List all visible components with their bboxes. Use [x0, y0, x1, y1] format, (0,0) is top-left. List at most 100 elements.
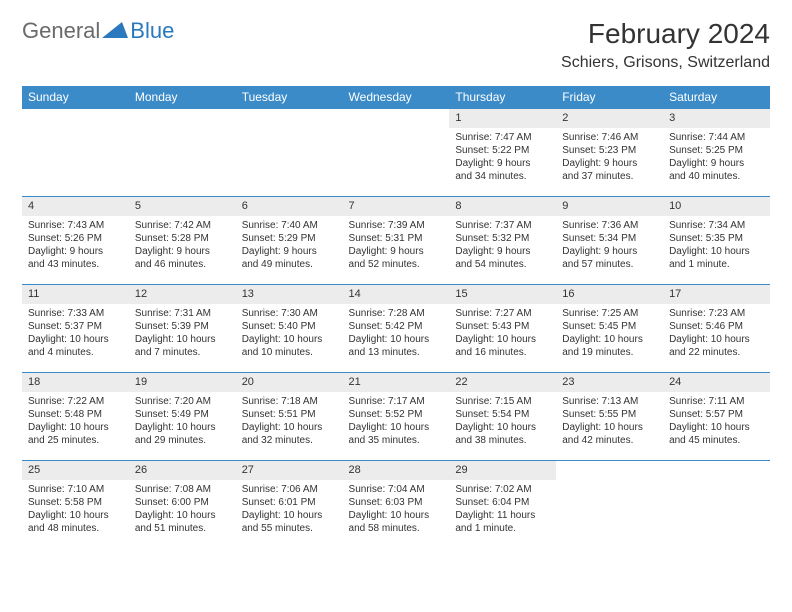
daylight-line-1: Daylight: 10 hours — [28, 421, 123, 434]
day-header: Sunday — [22, 86, 129, 109]
sunrise-line: Sunrise: 7:44 AM — [669, 131, 764, 144]
sunset-line: Sunset: 5:40 PM — [242, 320, 337, 333]
day-header: Wednesday — [343, 86, 450, 109]
calendar-day-cell: 20Sunrise: 7:18 AMSunset: 5:51 PMDayligh… — [236, 373, 343, 461]
day-number: 16 — [556, 285, 663, 304]
daylight-line-2: and 58 minutes. — [349, 522, 444, 535]
daylight-line-2: and 54 minutes. — [455, 258, 550, 271]
sunrise-line: Sunrise: 7:15 AM — [455, 395, 550, 408]
daylight-line-2: and 52 minutes. — [349, 258, 444, 271]
calendar-day-cell: 16Sunrise: 7:25 AMSunset: 5:45 PMDayligh… — [556, 285, 663, 373]
calendar-day-cell: 5Sunrise: 7:42 AMSunset: 5:28 PMDaylight… — [129, 197, 236, 285]
sunset-line: Sunset: 5:34 PM — [562, 232, 657, 245]
calendar-day-cell: 26Sunrise: 7:08 AMSunset: 6:00 PMDayligh… — [129, 461, 236, 549]
daylight-line-1: Daylight: 10 hours — [28, 333, 123, 346]
day-details: Sunrise: 7:39 AMSunset: 5:31 PMDaylight:… — [343, 216, 450, 275]
day-number: 22 — [449, 373, 556, 392]
sunrise-line: Sunrise: 7:43 AM — [28, 219, 123, 232]
day-details: Sunrise: 7:15 AMSunset: 5:54 PMDaylight:… — [449, 392, 556, 451]
sunset-line: Sunset: 5:28 PM — [135, 232, 230, 245]
sunset-line: Sunset: 5:45 PM — [562, 320, 657, 333]
calendar-day-cell: 8Sunrise: 7:37 AMSunset: 5:32 PMDaylight… — [449, 197, 556, 285]
sunset-line: Sunset: 5:35 PM — [669, 232, 764, 245]
sunrise-line: Sunrise: 7:33 AM — [28, 307, 123, 320]
day-details: Sunrise: 7:30 AMSunset: 5:40 PMDaylight:… — [236, 304, 343, 363]
day-number: 28 — [343, 461, 450, 480]
sunrise-line: Sunrise: 7:27 AM — [455, 307, 550, 320]
sunset-line: Sunset: 5:26 PM — [28, 232, 123, 245]
daylight-line-1: Daylight: 9 hours — [562, 245, 657, 258]
sunset-line: Sunset: 5:49 PM — [135, 408, 230, 421]
daylight-line-1: Daylight: 10 hours — [135, 333, 230, 346]
day-details: Sunrise: 7:18 AMSunset: 5:51 PMDaylight:… — [236, 392, 343, 451]
daylight-line-2: and 45 minutes. — [669, 434, 764, 447]
day-number: 9 — [556, 197, 663, 216]
daylight-line-2: and 25 minutes. — [28, 434, 123, 447]
day-number: 11 — [22, 285, 129, 304]
daylight-line-2: and 10 minutes. — [242, 346, 337, 359]
sunrise-line: Sunrise: 7:10 AM — [28, 483, 123, 496]
logo-text-general: General — [22, 18, 100, 44]
sunset-line: Sunset: 5:57 PM — [669, 408, 764, 421]
daylight-line-2: and 55 minutes. — [242, 522, 337, 535]
day-number: 26 — [129, 461, 236, 480]
sunrise-line: Sunrise: 7:31 AM — [135, 307, 230, 320]
sunset-line: Sunset: 5:46 PM — [669, 320, 764, 333]
sunrise-line: Sunrise: 7:20 AM — [135, 395, 230, 408]
logo-triangle-icon — [102, 22, 128, 40]
sunset-line: Sunset: 5:58 PM — [28, 496, 123, 509]
calendar-day-cell: 23Sunrise: 7:13 AMSunset: 5:55 PMDayligh… — [556, 373, 663, 461]
calendar-day-cell: 24Sunrise: 7:11 AMSunset: 5:57 PMDayligh… — [663, 373, 770, 461]
sunrise-line: Sunrise: 7:08 AM — [135, 483, 230, 496]
day-header: Friday — [556, 86, 663, 109]
day-number: 23 — [556, 373, 663, 392]
day-details: Sunrise: 7:20 AMSunset: 5:49 PMDaylight:… — [129, 392, 236, 451]
day-number: 14 — [343, 285, 450, 304]
daylight-line-1: Daylight: 10 hours — [349, 421, 444, 434]
sunset-line: Sunset: 6:01 PM — [242, 496, 337, 509]
day-number: 5 — [129, 197, 236, 216]
daylight-line-1: Daylight: 9 hours — [28, 245, 123, 258]
day-number: 6 — [236, 197, 343, 216]
sunset-line: Sunset: 6:04 PM — [455, 496, 550, 509]
sunset-line: Sunset: 5:23 PM — [562, 144, 657, 157]
daylight-line-1: Daylight: 9 hours — [455, 157, 550, 170]
sunset-line: Sunset: 5:52 PM — [349, 408, 444, 421]
daylight-line-2: and 4 minutes. — [28, 346, 123, 359]
month-title: February 2024 — [561, 18, 770, 50]
sunset-line: Sunset: 6:03 PM — [349, 496, 444, 509]
sunset-line: Sunset: 6:00 PM — [135, 496, 230, 509]
daylight-line-2: and 16 minutes. — [455, 346, 550, 359]
day-details: Sunrise: 7:44 AMSunset: 5:25 PMDaylight:… — [663, 128, 770, 187]
day-details: Sunrise: 7:04 AMSunset: 6:03 PMDaylight:… — [343, 480, 450, 539]
daylight-line-2: and 34 minutes. — [455, 170, 550, 183]
day-details: Sunrise: 7:33 AMSunset: 5:37 PMDaylight:… — [22, 304, 129, 363]
calendar-day-cell — [663, 461, 770, 549]
daylight-line-1: Daylight: 10 hours — [669, 333, 764, 346]
calendar-day-cell — [236, 109, 343, 197]
day-number: 13 — [236, 285, 343, 304]
calendar-day-cell: 7Sunrise: 7:39 AMSunset: 5:31 PMDaylight… — [343, 197, 450, 285]
daylight-line-2: and 32 minutes. — [242, 434, 337, 447]
sunrise-line: Sunrise: 7:30 AM — [242, 307, 337, 320]
day-details: Sunrise: 7:43 AMSunset: 5:26 PMDaylight:… — [22, 216, 129, 275]
daylight-line-2: and 35 minutes. — [349, 434, 444, 447]
header-row: General Blue February 2024 Schiers, Gris… — [22, 18, 770, 72]
daylight-line-1: Daylight: 9 hours — [669, 157, 764, 170]
calendar-day-cell: 11Sunrise: 7:33 AMSunset: 5:37 PMDayligh… — [22, 285, 129, 373]
day-details: Sunrise: 7:17 AMSunset: 5:52 PMDaylight:… — [343, 392, 450, 451]
calendar-day-cell: 29Sunrise: 7:02 AMSunset: 6:04 PMDayligh… — [449, 461, 556, 549]
sunset-line: Sunset: 5:39 PM — [135, 320, 230, 333]
day-number-empty — [129, 109, 236, 128]
day-header: Saturday — [663, 86, 770, 109]
daylight-line-1: Daylight: 10 hours — [669, 421, 764, 434]
location-text: Schiers, Grisons, Switzerland — [561, 54, 770, 72]
sunrise-line: Sunrise: 7:39 AM — [349, 219, 444, 232]
sunrise-line: Sunrise: 7:22 AM — [28, 395, 123, 408]
logo: General Blue — [22, 18, 174, 44]
calendar-head: SundayMondayTuesdayWednesdayThursdayFrid… — [22, 86, 770, 109]
sunset-line: Sunset: 5:22 PM — [455, 144, 550, 157]
calendar-day-cell: 1Sunrise: 7:47 AMSunset: 5:22 PMDaylight… — [449, 109, 556, 197]
day-details: Sunrise: 7:23 AMSunset: 5:46 PMDaylight:… — [663, 304, 770, 363]
calendar-day-cell — [129, 109, 236, 197]
